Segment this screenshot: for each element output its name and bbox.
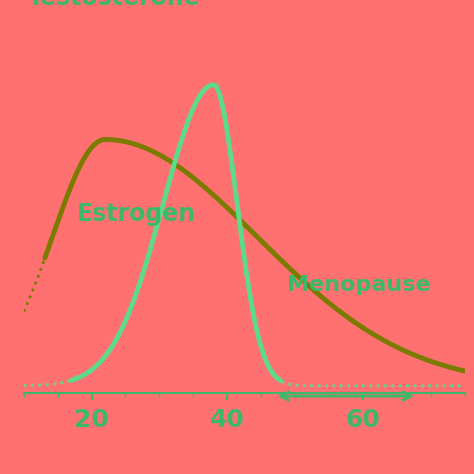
Text: Testosterone: Testosterone [28,0,201,10]
Text: Estrogen: Estrogen [77,202,196,226]
Text: Menopause: Menopause [287,275,430,295]
